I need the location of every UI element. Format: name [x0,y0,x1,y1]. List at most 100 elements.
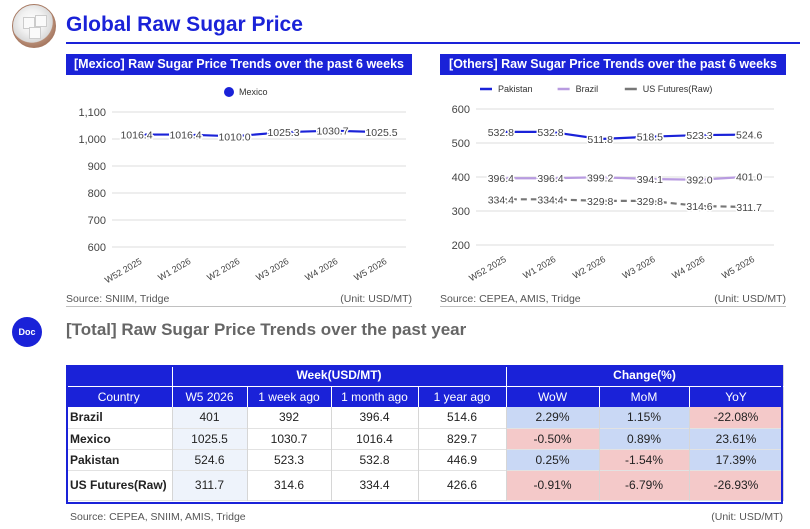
value-cell: 829.7 [418,428,507,449]
change-cell: 0.25% [506,449,600,470]
y-tick-label: 500 [452,138,470,150]
value-cell: 523.3 [247,449,332,470]
data-label: 511.8 [587,134,613,146]
page-title: Global Raw Sugar Price [66,13,303,36]
value-cell: 426.6 [418,470,507,500]
data-label: 396.4 [537,173,563,185]
column-header: WoW [506,386,600,407]
country-cell: Pakistan [66,449,173,470]
value-cell: 311.7 [172,470,248,500]
column-header: MoM [599,386,690,407]
others-chart-title: [Others] Raw Sugar Price Trends over the… [440,54,786,75]
data-label: 329.8 [637,196,663,208]
change-cell: -26.93% [689,470,784,500]
change-cell: 1.15% [599,407,690,428]
series-line [500,130,750,141]
data-label: 1016.4 [169,130,201,142]
country-cell: Brazil [66,407,173,428]
value-cell: 514.6 [418,407,507,428]
series-line [500,175,750,181]
x-tick-label: W5 2026 [352,256,388,283]
change-cell: 17.39% [689,449,784,470]
x-tick-label: W3 2026 [621,254,657,281]
y-tick-label: 400 [452,172,470,184]
series-line [500,198,750,209]
mexico-chart-unit: (Unit: USD/MT) [340,293,412,305]
country-cell: US Futures(Raw) [66,470,173,500]
value-cell: 334.4 [331,470,419,500]
y-tick-label: 800 [88,188,106,200]
change-cell: -1.54% [599,449,690,470]
data-label: 396.4 [488,173,514,185]
summary-table: Week(USD/MT) Change(%) Country W5 2026 1… [66,365,784,501]
change-cell: -0.50% [506,428,600,449]
value-cell: 314.6 [247,470,332,500]
data-label: 1025.5 [365,127,397,139]
data-label: 532.8 [537,127,563,139]
x-tick-label: W2 2026 [571,254,607,281]
data-label: 523.3 [686,130,712,142]
legend-marker [224,87,234,97]
value-cell: 392 [247,407,332,428]
value-cell: 396.4 [331,407,419,428]
table-unit: (Unit: USD/MT) [711,511,783,523]
data-label: 401.0 [736,172,762,184]
others-chart-unit: (Unit: USD/MT) [714,293,786,305]
y-tick-label: 900 [88,161,106,173]
value-cell: 446.9 [418,449,507,470]
data-label: 334.4 [537,194,563,206]
data-label: 532.8 [488,127,514,139]
page-header: Global Raw Sugar Price [0,0,810,50]
x-tick-label: W4 2026 [303,256,339,283]
doc-icon: Doc [12,317,42,347]
data-label: 314.6 [686,201,712,213]
table-row: Mexico 1025.5 1030.7 1016.4 829.7 -0.50%… [66,428,784,449]
data-label: 394.1 [637,174,663,186]
change-cell: -6.79% [599,470,690,500]
change-cell: -0.91% [506,470,600,500]
legend-label: Pakistan [498,84,533,94]
divider [440,306,786,307]
others-chart-source: Source: CEPEA, AMIS, Tridge [440,293,581,305]
y-tick-label: 1,100 [78,107,106,119]
x-tick-label: W5 2026 [720,254,756,281]
legend-label: Mexico [239,87,268,97]
data-label: 392.0 [686,175,712,187]
header-blank [66,365,173,387]
value-cell: 1025.5 [172,428,248,449]
column-header: 1 year ago [418,386,507,407]
others-line-chart: 600 500 400 300 200 W52 2025 W1 2026 W2 2026 W3 … [452,84,774,283]
data-label: 329.8 [587,196,613,208]
x-tick-label: W3 2026 [254,256,290,283]
table-row: Pakistan 524.6 523.3 532.8 446.9 0.25% -… [66,449,784,470]
data-label: 1030.7 [316,126,348,138]
column-header: 1 week ago [247,386,332,407]
data-label: 524.6 [736,130,762,142]
table-row: Brazil 401 392 396.4 514.6 2.29% 1.15% -… [66,407,784,428]
change-group-header: Change(%) [506,365,784,387]
change-cell: 23.61% [689,428,784,449]
y-tick-label: 1,000 [78,134,106,146]
series-line [136,129,382,138]
data-label: 399.2 [587,172,613,184]
value-cell: 532.8 [331,449,419,470]
change-cell: 2.29% [506,407,600,428]
change-cell: 0.89% [599,428,690,449]
change-cell: -22.08% [689,407,784,428]
divider [66,306,412,307]
x-tick-label: W52 2025 [103,256,144,285]
data-label: 518.5 [637,132,663,144]
table-source: Source: CEPEA, SNIIM, AMIS, Tridge [70,511,246,523]
x-tick-label: W1 2026 [521,254,557,281]
y-tick-label: 700 [88,215,106,227]
y-tick-label: 200 [452,240,470,252]
x-tick-label: W52 2025 [467,254,508,283]
data-label: 1016.4 [120,130,152,142]
column-header: 1 month ago [331,386,419,407]
y-tick-label: 600 [88,242,106,254]
section-title: [Total] Raw Sugar Price Trends over the … [66,320,467,339]
legend-label: US Futures(Raw) [643,84,713,94]
column-header: YoY [689,386,784,407]
data-label: 311.7 [736,202,762,214]
x-tick-label: W2 2026 [205,256,241,283]
